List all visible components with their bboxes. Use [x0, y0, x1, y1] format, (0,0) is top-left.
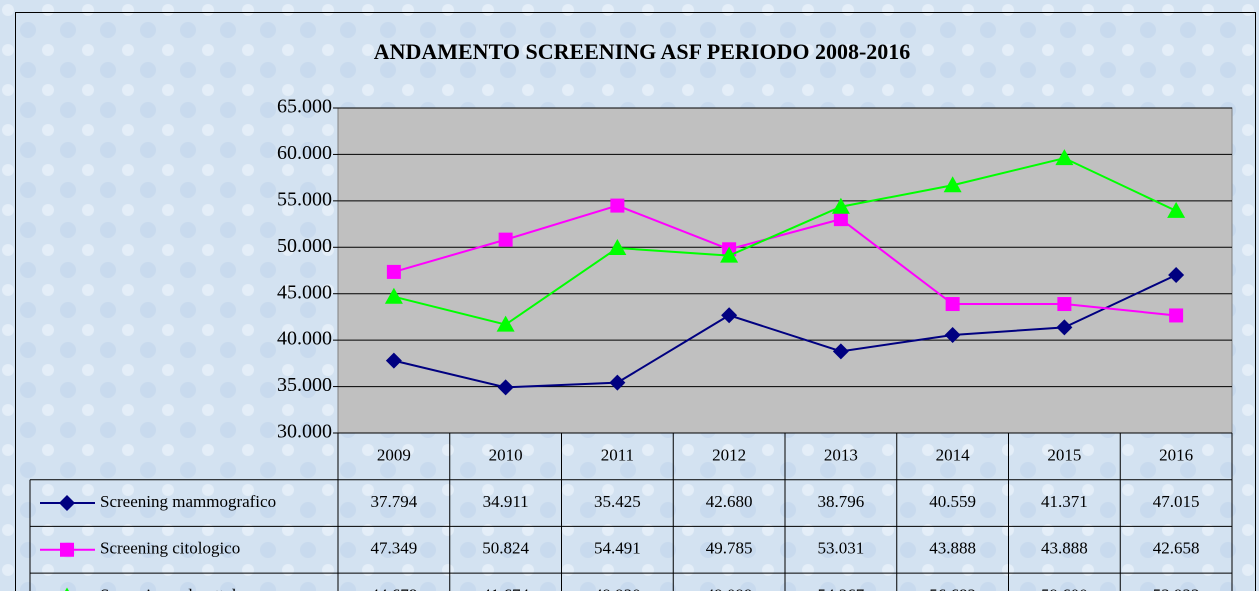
marker [496, 315, 515, 332]
x-tick-label: 2016 [1159, 445, 1193, 464]
series-line [393, 274, 1177, 389]
marker [609, 374, 626, 391]
table-value: 54.491 [594, 539, 641, 558]
table-value: 35.425 [594, 492, 641, 511]
table-value: 41.674 [482, 585, 529, 591]
marker [1167, 201, 1186, 218]
plot-area [337, 107, 1233, 434]
marker [1169, 308, 1184, 323]
marker [498, 232, 513, 247]
table-value: 44.678 [371, 585, 418, 591]
marker [831, 197, 850, 214]
y-tick-label: 60.000 [277, 142, 332, 164]
marker [945, 297, 960, 312]
table-value: 42.658 [1153, 539, 1200, 558]
y-tick-label: 35.000 [277, 374, 332, 396]
y-tick-label: 50.000 [277, 235, 332, 257]
table-value: 53.923 [1153, 585, 1200, 591]
table-value: 53.031 [818, 539, 865, 558]
marker [384, 287, 403, 304]
marker [385, 352, 402, 369]
marker [720, 246, 739, 263]
table-value: 37.794 [371, 492, 418, 511]
table-value: 49.920 [594, 585, 641, 591]
x-tick-label: 2009 [377, 445, 411, 464]
table-value: 49.785 [706, 539, 753, 558]
marker [497, 379, 514, 396]
table-value: 43.888 [1041, 539, 1088, 558]
table-value: 47.349 [371, 539, 418, 558]
table-value: 42.680 [706, 492, 753, 511]
legend-marker [60, 542, 74, 557]
table-value: 49.099 [706, 585, 753, 591]
legend-marker [65, 587, 69, 591]
marker [943, 176, 962, 193]
marker [1168, 267, 1185, 284]
legend-marker [59, 495, 75, 512]
x-tick-label: 2010 [489, 445, 523, 464]
marker [832, 343, 849, 360]
legend-label: Screening citologico [100, 539, 240, 558]
chart-frame [15, 12, 1256, 591]
y-tick-label: 40.000 [277, 328, 332, 350]
table-value: 59.600 [1041, 585, 1088, 591]
marker [721, 307, 738, 324]
table-value: 34.911 [483, 492, 529, 511]
y-tick-label: 55.000 [277, 188, 332, 210]
y-tick-label: 45.000 [277, 281, 332, 303]
marker [610, 198, 625, 213]
series-line [393, 204, 1177, 317]
marker [1056, 319, 1073, 336]
legend-label: Screening colorettale [100, 585, 244, 591]
marker [944, 326, 961, 343]
table-value: 40.559 [929, 492, 976, 511]
y-tick-label: 65.000 [277, 96, 332, 118]
marker [608, 239, 627, 256]
table-value: 56.682 [929, 585, 976, 591]
x-tick-label: 2011 [601, 445, 634, 464]
x-tick-label: 2014 [936, 445, 971, 464]
marker [1055, 149, 1074, 166]
chart-title: ANDAMENTO SCREENING ASF PERIODO 2008-201… [374, 39, 911, 64]
table-value: 54.367 [818, 585, 865, 591]
marker [1057, 297, 1072, 312]
x-tick-label: 2012 [712, 445, 746, 464]
x-tick-label: 2015 [1047, 445, 1081, 464]
table-value: 43.888 [929, 539, 976, 558]
table-value: 50.824 [482, 539, 529, 558]
y-tick-label: 30.000 [277, 421, 332, 443]
table-value: 47.015 [1153, 492, 1200, 511]
table-value: 41.371 [1041, 492, 1088, 511]
series-line [393, 157, 1177, 326]
legend-label: Screening mammografico [100, 492, 276, 511]
marker [833, 212, 848, 227]
x-tick-label: 2013 [824, 445, 858, 464]
table-value: 38.796 [818, 492, 865, 511]
marker [386, 264, 401, 279]
